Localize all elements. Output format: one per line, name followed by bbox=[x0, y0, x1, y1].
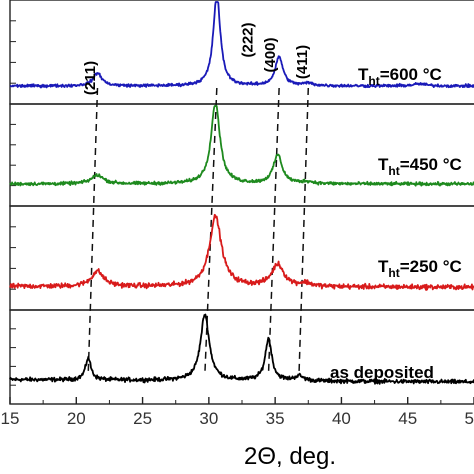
peak-shift-guide bbox=[87, 87, 99, 375]
peak-label: (411) bbox=[294, 45, 311, 79]
peak-shift-guide bbox=[267, 87, 280, 375]
x-tick-label: 45 bbox=[398, 409, 417, 428]
x-tick-label: 50 bbox=[465, 409, 474, 428]
x-tick-label: 40 bbox=[332, 409, 351, 428]
peak-label: (400) bbox=[262, 37, 279, 72]
x-tick-label: 25 bbox=[133, 409, 152, 428]
x-axis-label: 2Θ, deg. bbox=[244, 443, 336, 470]
series-line bbox=[9, 105, 474, 187]
series-label: as deposited bbox=[330, 363, 434, 382]
peak-label: (222) bbox=[240, 22, 257, 57]
peak-label: (211) bbox=[82, 61, 99, 95]
series-label: Tht=600 °C bbox=[358, 65, 442, 88]
x-tick-label: 20 bbox=[67, 409, 86, 428]
panel-frame bbox=[9, 0, 474, 105]
series-line bbox=[9, 313, 474, 385]
x-tick-label: 35 bbox=[266, 409, 285, 428]
panel-frame bbox=[9, 309, 474, 405]
series-label: Tht=250 °C bbox=[378, 257, 462, 280]
series-label: Tht=450 °C bbox=[378, 155, 462, 178]
x-tick-label: 30 bbox=[199, 409, 218, 428]
series-line bbox=[9, 213, 474, 291]
series-line bbox=[9, 1, 474, 89]
peak-shift-guide bbox=[298, 87, 310, 375]
x-tick-label: 15 bbox=[1, 409, 20, 428]
